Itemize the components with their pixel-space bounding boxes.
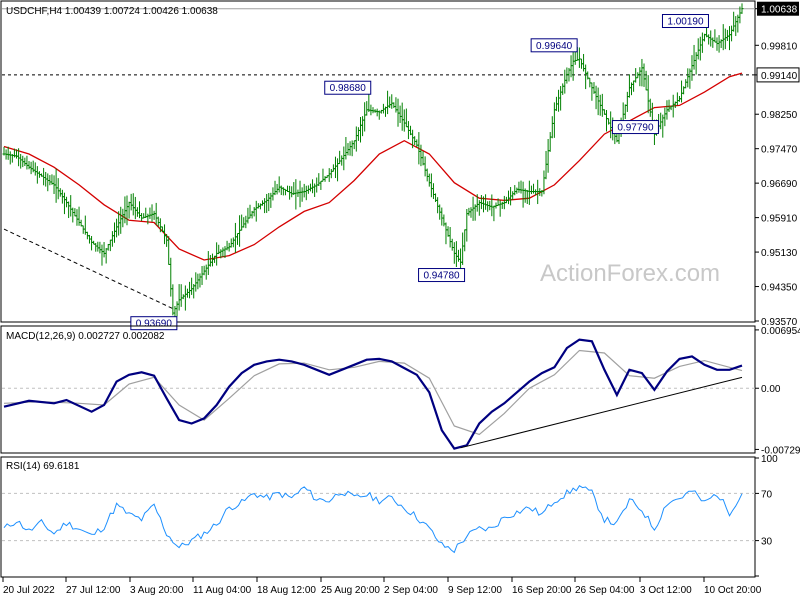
price-bars	[2, 3, 744, 322]
price-annotation: 0.98680	[324, 80, 372, 95]
annotation-label: 0.93690	[136, 319, 173, 330]
price-y-tick-label: 0.93570	[761, 317, 798, 328]
price-gridlines	[2, 8, 755, 310]
level-price-label: 0.99140	[761, 71, 798, 82]
rsi-y-tick-label: 30	[761, 537, 773, 548]
x-tick-label: 3 Aug 20:00	[130, 585, 184, 596]
rsi-y-tick-label: 100	[761, 454, 778, 465]
x-tick-label: 18 Aug 12:00	[257, 585, 316, 596]
macd-y-axis: 0.006954 0.00 -0.007294	[755, 326, 800, 456]
rsi-panel-frame	[0, 456, 756, 578]
annotation-box	[324, 80, 372, 95]
price-annotation: 0.93690	[130, 316, 178, 331]
macd-panel-frame	[0, 325, 756, 454]
price-y-tick-label: 0.99810	[761, 41, 798, 52]
x-tick-label: 3 Oct 12:00	[640, 585, 692, 596]
rsi-panel: RSI(14) 69.6181 100 70 30	[0, 454, 778, 578]
price-y-tick-label: 0.94350	[761, 283, 798, 294]
x-tick-label: 2 Sep 04:00	[384, 585, 438, 596]
x-axis: 20 Jul 2022 27 Jul 12:00 3 Aug 20:00 11 Aug…	[2, 577, 762, 596]
macd-y-tick-label: 0.006954	[761, 326, 800, 337]
annotation-box	[661, 14, 709, 29]
price-y-tick-label: 0.98250	[761, 110, 798, 121]
x-tick-label: 9 Sep 12:00	[448, 585, 502, 596]
rsi-y-tick-label: 70	[761, 489, 773, 500]
x-tick-label: 26 Sep 04:00	[575, 585, 635, 596]
macd-trendline	[460, 376, 743, 449]
price-annotation: 0.99640	[530, 38, 578, 53]
price-y-tick-label: 0.95910	[761, 214, 798, 225]
price-annotation: 0.94780	[418, 268, 466, 283]
price-annotation: 0.97790	[611, 120, 659, 135]
x-tick-label: 16 Sep 20:00	[512, 585, 572, 596]
ohlc-bar	[740, 3, 744, 14]
macd-line	[3, 338, 743, 450]
price-trendline	[3, 228, 174, 310]
macd-panel-title: MACD(12,26,9) 0.002727 0.002082	[6, 331, 165, 342]
macd-y-tick-label: 0.00	[761, 384, 781, 395]
rsi-panel-title: RSI(14) 69.6181	[6, 461, 80, 472]
price-y-tick-label: 0.96690	[761, 179, 798, 190]
x-tick-label: 20 Jul 2022	[3, 585, 55, 596]
annotation-label: 1.00190	[667, 17, 704, 28]
price-y-axis: 1.00638 0.99810 0.99140 0.98250 0.97470 0.966…	[755, 1, 800, 328]
price-panel-title: USDCHF,H4 1.00439 1.00724 1.00426 1.0063…	[6, 6, 218, 17]
annotation-label: 0.98680	[330, 83, 367, 94]
price-y-tick-label: 0.97470	[761, 145, 798, 156]
macd-y-tick-label: -0.007294	[761, 445, 800, 456]
x-tick-label: 27 Jul 12:00	[66, 585, 121, 596]
current-price-label: 1.00638	[761, 5, 798, 16]
watermark: ActionForex.com	[540, 260, 720, 287]
macd-lines	[3, 338, 743, 450]
annotation-label: 0.99640	[536, 41, 573, 52]
level-price-badge	[756, 67, 800, 83]
x-tick-label: 11 Aug 04:00	[193, 585, 252, 596]
rsi-line	[3, 485, 743, 554]
price-annotation: 1.00190	[661, 14, 709, 29]
annotation-box	[611, 120, 659, 135]
rsi-y-axis: 100 70 30	[755, 454, 778, 577]
annotation-label: 0.94780	[423, 271, 460, 282]
price-panel-frame	[0, 0, 756, 323]
price-panel: 0.93690 0.98680 0.94780 0.99640 0.97790 1.001…	[0, 0, 800, 331]
current-price-badge	[757, 1, 799, 16]
price-annotations: 0.93690 0.98680 0.94780 0.99640 0.97790 1.001…	[130, 14, 709, 331]
annotation-box	[530, 38, 578, 53]
price-y-tick-label: 0.95130	[761, 248, 798, 259]
x-tick-label: 10 Oct 20:00	[704, 585, 762, 596]
x-tick-label: 25 Aug 20:00	[321, 585, 380, 596]
rsi-lines	[3, 485, 743, 554]
macd-panel: MACD(12,26,9) 0.002727 0.002082 0.006954…	[0, 325, 800, 456]
annotation-box	[418, 268, 466, 283]
annotation-label: 0.97790	[617, 123, 654, 134]
